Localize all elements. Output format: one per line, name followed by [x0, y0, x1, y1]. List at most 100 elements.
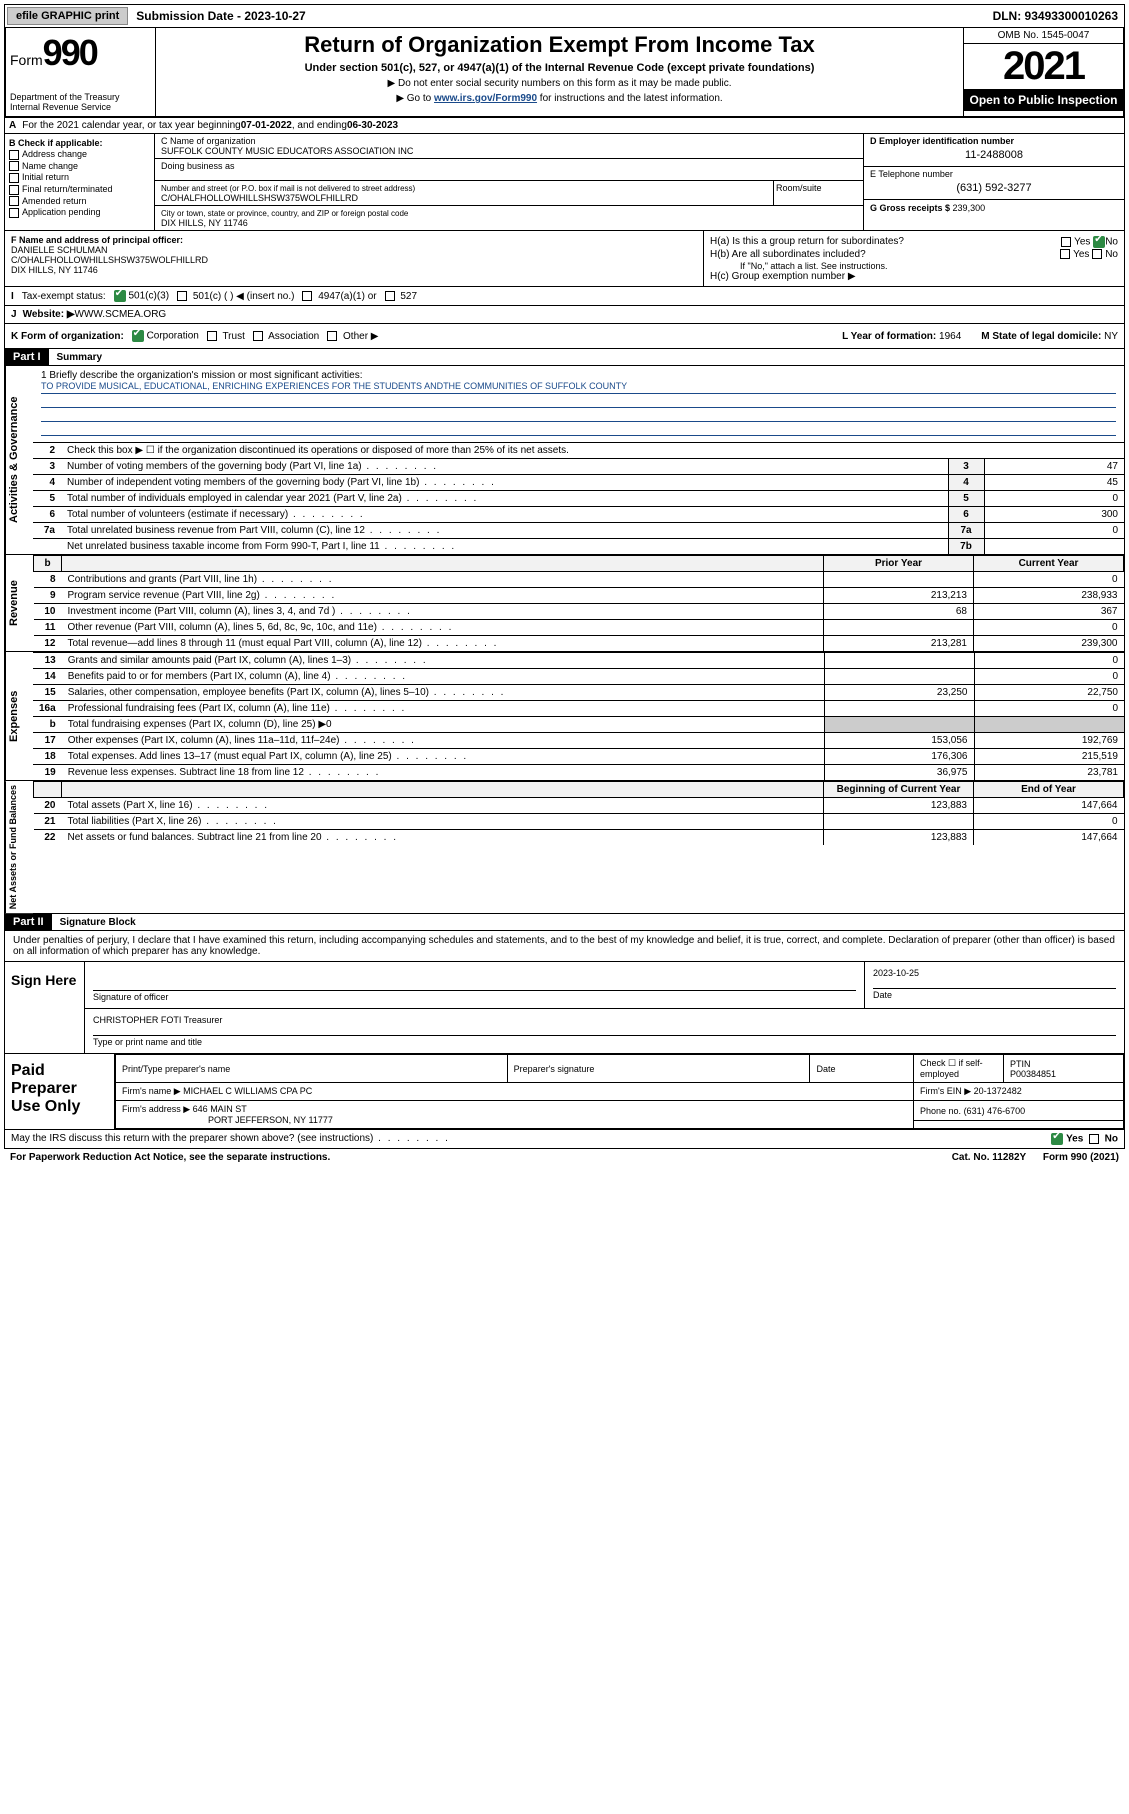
org-name: SUFFOLK COUNTY MUSIC EDUCATORS ASSOCIATI… [161, 146, 413, 156]
room-suite-label: Room/suite [773, 181, 863, 206]
firm-ein-label: Firm's EIN ▶ [920, 1086, 971, 1096]
col-b-label: B Check if applicable: [9, 138, 103, 148]
vtab-expenses: Expenses [5, 652, 33, 780]
ha-label: H(a) Is this a group return for subordin… [710, 236, 904, 248]
501c3-checked [114, 290, 126, 302]
phone-value: (631) 592-3277 [870, 179, 1118, 197]
prep-date-hdr: Date [810, 1055, 914, 1083]
chk-final-return[interactable]: Final return/terminated [9, 184, 150, 195]
ssn-warning: ▶ Do not enter social security numbers o… [160, 78, 959, 89]
org-city: DIX HILLS, NY 11746 [161, 218, 248, 228]
firm-name-label: Firm's name ▶ [122, 1086, 181, 1096]
firm-addr2: PORT JEFFERSON, NY 11777 [208, 1115, 333, 1125]
vtab-governance: Activities & Governance [5, 366, 33, 554]
vtab-netassets: Net Assets or Fund Balances [5, 781, 33, 913]
dba-label: Doing business as [161, 161, 235, 171]
chk-application-pending[interactable]: Application pending [9, 207, 150, 218]
form-ref: Form 990 (2021) [1043, 1152, 1119, 1163]
officer-addr: C/OHALFHOLLOWHILLSHSW375WOLFHILLRD [11, 255, 208, 265]
ha-no-checked [1093, 236, 1105, 248]
paid-preparer-block: Paid Preparer Use Only Print/Type prepar… [4, 1054, 1125, 1130]
firm-addr-label: Firm's address ▶ [122, 1104, 190, 1114]
tax-year: 2021 [964, 44, 1123, 89]
firm-addr1: 646 MAIN ST [193, 1104, 247, 1114]
addr-label: Number and street (or P.O. box if mail i… [161, 184, 415, 193]
gross-value: 239,300 [953, 203, 986, 213]
org-address: C/OHALFHOLLOWHILLSHSW375WOLFHILLRD [161, 193, 358, 203]
website-value: WWW.SCMEA.ORG [75, 309, 167, 320]
prep-sig-hdr: Preparer's signature [507, 1055, 810, 1083]
section-fh: F Name and address of principal officer:… [4, 231, 1125, 287]
chk-initial-return[interactable]: Initial return [9, 172, 150, 183]
prep-name-hdr: Print/Type preparer's name [116, 1055, 508, 1083]
chk-amended-return[interactable]: Amended return [9, 196, 150, 207]
corp-checked [132, 330, 144, 342]
declaration-text: Under penalties of perjury, I declare th… [5, 931, 1124, 961]
signature-block: Under penalties of perjury, I declare th… [4, 931, 1125, 1054]
col-h-group: H(a) Is this a group return for subordin… [704, 231, 1124, 286]
hb-label: H(b) Are all subordinates included? [710, 249, 866, 260]
dln-label: DLN: 93493300010263 [987, 9, 1124, 23]
netassets-table: Beginning of Current YearEnd of Year20To… [33, 781, 1124, 845]
sig-date: 2023-10-25 [873, 968, 919, 978]
irs-link[interactable]: www.irs.gov/Form990 [434, 93, 537, 104]
part1-header: Part ISummary [4, 349, 1125, 366]
open-inspection-badge: Open to Public Inspection [964, 89, 1123, 111]
section-bcd: B Check if applicable: Address change Na… [4, 134, 1125, 231]
phone-label: E Telephone number [870, 169, 953, 179]
col-c-org-info: C Name of organizationSUFFOLK COUNTY MUS… [155, 134, 864, 230]
row-k-form-org: K Form of organization: Corporation Trus… [4, 324, 1125, 349]
ptin-label: PTIN [1010, 1059, 1031, 1069]
hb-note: If "No," attach a list. See instructions… [710, 261, 1118, 271]
submission-date-label: Submission Date - 2023-10-27 [130, 9, 311, 23]
form-subtitle: Under section 501(c), 527, or 4947(a)(1)… [160, 62, 959, 74]
part2-header: Part IISignature Block [4, 914, 1125, 931]
row-j-website: JWebsite: ▶ WWW.SCMEA.ORG [4, 306, 1125, 324]
sig-name-label: Type or print name and title [93, 1035, 1116, 1047]
state-domicile: NY [1104, 331, 1118, 342]
officer-name: DANIELLE SCHULMAN [11, 245, 108, 255]
prep-self-employed: Check ☐ if self-employed [914, 1055, 1004, 1083]
summary-netassets: Net Assets or Fund Balances Beginning of… [4, 781, 1125, 914]
summary-expenses: Expenses 13Grants and similar amounts pa… [4, 652, 1125, 781]
col-f-officer: F Name and address of principal officer:… [5, 231, 704, 286]
paid-preparer-label: Paid Preparer Use Only [5, 1054, 115, 1129]
row-a-tax-year: A For the 2021 calendar year, or tax yea… [4, 118, 1125, 134]
instructions-link-row: ▶ Go to www.irs.gov/Form990 for instruct… [160, 93, 959, 104]
year-formation: 1964 [939, 331, 961, 342]
sig-officer-label: Signature of officer [93, 990, 856, 1002]
firm-ein: 20-1372482 [974, 1086, 1022, 1096]
vtab-revenue: Revenue [5, 555, 33, 651]
firm-name: MICHAEL C WILLIAMS CPA PC [183, 1086, 312, 1096]
cat-no: Cat. No. 11282Y [952, 1152, 1026, 1163]
form-header: Form990 Department of the Treasury Inter… [4, 28, 1125, 118]
officer-sig-name: CHRISTOPHER FOTI Treasurer [93, 1015, 222, 1025]
mission-text: TO PROVIDE MUSICAL, EDUCATIONAL, ENRICHI… [41, 381, 1116, 394]
hc-label: H(c) Group exemption number ▶ [710, 271, 1118, 282]
governance-table: 2Check this box ▶ ☐ if the organization … [33, 442, 1124, 554]
ptin-value: P00384851 [1010, 1069, 1056, 1079]
org-name-label: C Name of organization [161, 136, 256, 146]
summary-revenue: Revenue bPrior YearCurrent Year8Contribu… [4, 555, 1125, 652]
sig-date-label: Date [873, 988, 1116, 1000]
footer-notice: For Paperwork Reduction Act Notice, see … [4, 1149, 1125, 1166]
form-number: Form990 [10, 32, 151, 74]
gross-label: G Gross receipts $ [870, 203, 953, 213]
chk-name-change[interactable]: Name change [9, 161, 150, 172]
ein-value: 11-2488008 [870, 146, 1118, 164]
form-title: Return of Organization Exempt From Incom… [160, 32, 959, 58]
city-label: City or town, state or province, country… [161, 209, 408, 218]
chk-address-change[interactable]: Address change [9, 149, 150, 160]
discuss-yes-checked [1051, 1133, 1063, 1145]
summary-governance: Activities & Governance 1 Briefly descri… [4, 366, 1125, 555]
col-b-checkboxes: B Check if applicable: Address change Na… [5, 134, 155, 230]
dept-label: Department of the Treasury Internal Reve… [10, 92, 151, 112]
efile-topbar: efile GRAPHIC print Submission Date - 20… [4, 4, 1125, 28]
paid-preparer-table: Print/Type preparer's name Preparer's si… [115, 1054, 1124, 1129]
efile-print-button[interactable]: efile GRAPHIC print [7, 7, 128, 25]
sign-here-label: Sign Here [5, 962, 85, 1053]
mission-label: 1 Briefly describe the organization's mi… [41, 370, 1116, 381]
officer-city: DIX HILLS, NY 11746 [11, 265, 98, 275]
revenue-table: bPrior YearCurrent Year8Contributions an… [33, 555, 1124, 651]
ein-label: D Employer identification number [870, 136, 1014, 146]
